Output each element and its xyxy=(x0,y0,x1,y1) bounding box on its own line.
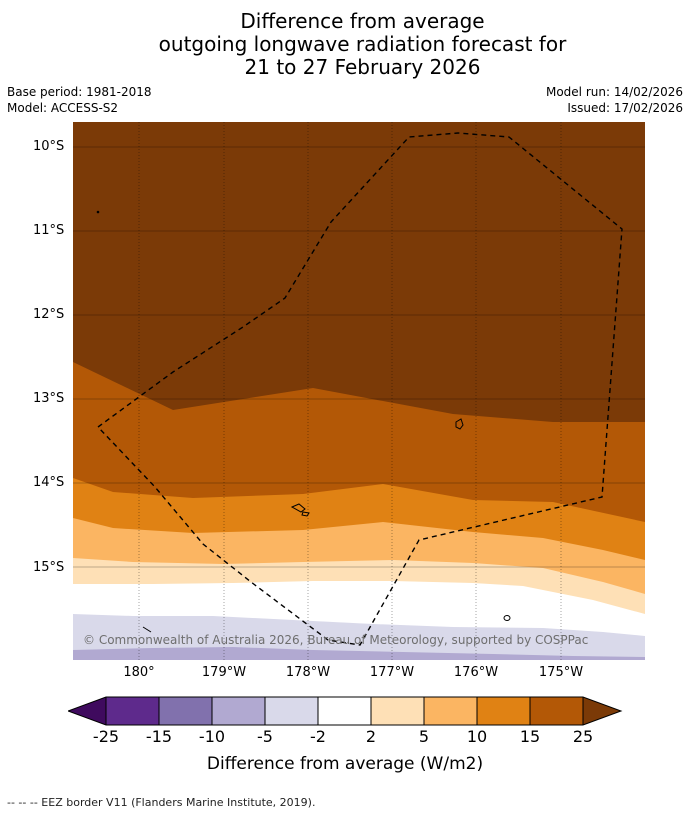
colorbar-tick-10: 10 xyxy=(466,727,488,746)
island-2 xyxy=(290,503,306,513)
colorbar-segment-2 xyxy=(159,697,212,725)
longitude-label-178w: 178°W xyxy=(285,665,331,680)
colorbar-tick-minus25: -25 xyxy=(92,727,120,746)
island-6 xyxy=(96,210,100,214)
band-minus10-minus5 xyxy=(73,647,645,660)
eez-legend: -- -- -- EEZ border V11 (Flanders Marine… xyxy=(7,796,316,809)
island-outlines xyxy=(96,210,511,633)
colorbar-tick-minus10: -10 xyxy=(198,727,226,746)
copyright-notice: © Commonwealth of Australia 2026, Bureau… xyxy=(83,633,589,647)
colorbar-segment-7 xyxy=(424,697,477,725)
island-4 xyxy=(503,615,511,621)
latitude-label-12s: 12°S xyxy=(33,307,65,322)
island-5 xyxy=(142,626,152,633)
colorbar xyxy=(68,696,623,726)
longitude-label-176w: 176°W xyxy=(453,665,499,680)
issued-text: Issued: 17/02/2026 xyxy=(567,101,683,115)
island-3 xyxy=(301,511,310,517)
map-title-line-1: Difference from average xyxy=(240,9,485,33)
longitude-label-175w: 175°W xyxy=(538,665,584,680)
latitude-label-14s: 14°S xyxy=(33,475,65,490)
latitude-gridlines xyxy=(73,146,645,568)
colorbar-segment-9 xyxy=(530,697,583,725)
model-run-text: Model run: 14/02/2026 xyxy=(545,85,683,99)
colorbar-segment-1 xyxy=(106,697,159,725)
colorbar-tick-minus2: -2 xyxy=(310,727,326,746)
island-1 xyxy=(455,418,464,430)
colorbar-tick-minus15: -15 xyxy=(145,727,173,746)
longitude-label-179w: 179°W xyxy=(201,665,247,680)
colorbar-tick-25: 25 xyxy=(572,727,594,746)
eez-border xyxy=(96,132,623,646)
longitude-label-177w: 177°W xyxy=(369,665,415,680)
map-title-line-2: outgoing longwave radiation forecast for xyxy=(158,32,567,56)
colorbar-tick-5: 5 xyxy=(418,727,430,746)
colorbar-segment-4 xyxy=(265,697,318,725)
latitude-label-15s: 15°S xyxy=(33,560,65,575)
longitude-label-180: 180° xyxy=(123,665,155,680)
colorbar-dividers xyxy=(105,697,584,725)
colorbar-segment-6 xyxy=(371,697,424,725)
latitude-label-13s: 13°S xyxy=(33,391,65,406)
latitude-label-10s: 10°S xyxy=(33,139,65,154)
colorbar-segment-below-min xyxy=(68,697,106,725)
map-title-line-3: 21 to 27 February 2026 xyxy=(244,55,481,79)
colorbar-segment-5 xyxy=(318,697,371,725)
colorbar-tick-minus5: -5 xyxy=(257,727,273,746)
model-text: Model: ACCESS-S2 xyxy=(7,101,119,115)
colorbar-segment-3 xyxy=(212,697,265,725)
colorbar-tick-2: 2 xyxy=(365,727,377,746)
colorbar-segment-8 xyxy=(477,697,530,725)
colorbar-tick-15: 15 xyxy=(519,727,541,746)
base-period-text: Base period: 1981-2018 xyxy=(7,85,152,99)
colorbar-label: Difference from average (W/m2) xyxy=(206,754,484,774)
forecast-map xyxy=(73,122,645,660)
colorbar-segment-above-max xyxy=(583,697,621,725)
map-panel xyxy=(73,122,645,660)
latitude-label-11s: 11°S xyxy=(33,223,65,238)
